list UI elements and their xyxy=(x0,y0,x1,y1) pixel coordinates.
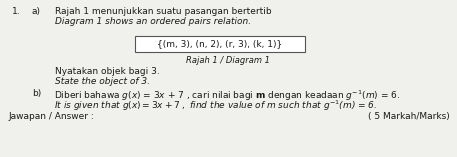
Text: b): b) xyxy=(32,89,41,98)
Bar xyxy=(135,36,305,52)
Text: Diagram 1 shows an ordered pairs relation.: Diagram 1 shows an ordered pairs relatio… xyxy=(55,17,251,26)
Text: Diberi bahawa $\it{g}$($\it{x}$) = 3$\it{x}$ + 7 , cari nilai bagi $\bf{m}$ deng: Diberi bahawa $\it{g}$($\it{x}$) = 3$\it… xyxy=(54,89,400,103)
Text: Rajah 1 / Diagram 1: Rajah 1 / Diagram 1 xyxy=(186,56,270,65)
Text: $\it{It\ is\ given\ that\ g(x) = 3x + 7\ ,\ find\ the\ value\ of\ }$$\it{m}$ $\i: $\it{It\ is\ given\ that\ g(x) = 3x + 7\… xyxy=(54,99,377,113)
Text: ( 5 Markah/Marks): ( 5 Markah/Marks) xyxy=(368,112,450,121)
Text: Nyatakan objek bagi 3.: Nyatakan objek bagi 3. xyxy=(55,67,160,76)
Text: Rajah 1 menunjukkan suatu pasangan bertertib: Rajah 1 menunjukkan suatu pasangan berte… xyxy=(55,7,271,16)
Text: State the object of 3.: State the object of 3. xyxy=(55,77,150,86)
Text: {(m, 3), (n, 2), (r, 3), (k, 1)}: {(m, 3), (n, 2), (r, 3), (k, 1)} xyxy=(157,40,282,49)
Text: 1.: 1. xyxy=(12,7,21,16)
Text: Jawapan / Answer :: Jawapan / Answer : xyxy=(8,112,94,121)
Text: a): a) xyxy=(32,7,41,16)
